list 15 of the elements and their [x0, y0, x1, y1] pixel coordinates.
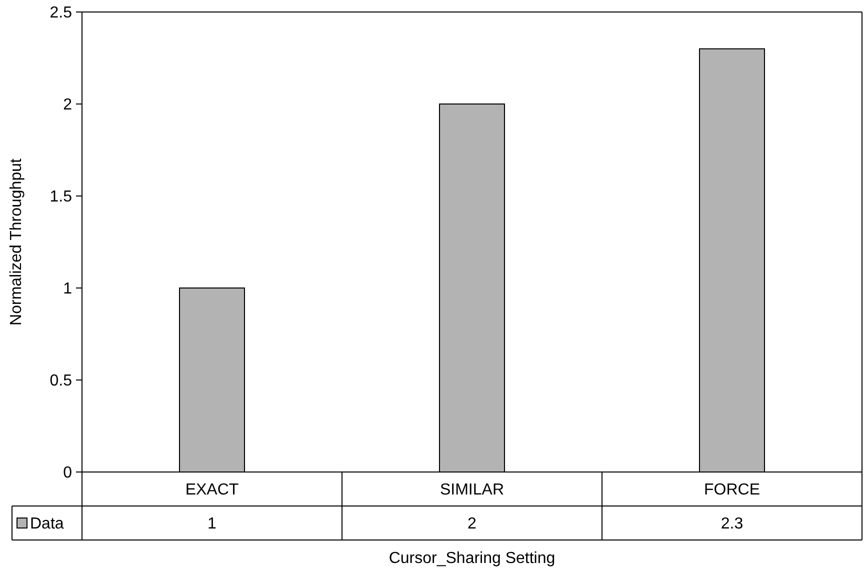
x-tick-label: EXACT: [185, 482, 239, 499]
x-axis-title: Cursor_Sharing Setting: [388, 550, 556, 567]
y-tick-label: 0.5: [50, 372, 72, 390]
y-axis-title: Normalized Throughput: [8, 158, 25, 326]
x-tick-label: SIMILAR: [440, 482, 504, 499]
y-tick-label: 2.5: [50, 4, 72, 22]
y-tick-label: 0: [63, 464, 72, 482]
y-tick-label: 1.5: [50, 188, 72, 206]
legend-label: Data: [30, 516, 64, 533]
data-label: 1: [208, 516, 217, 533]
data-label: 2.3: [720, 516, 744, 533]
y-tick-label: 2: [63, 96, 72, 114]
y-tick-label: 1: [63, 280, 72, 298]
data-label: 2: [468, 516, 477, 533]
x-tick-label: FORCE: [704, 482, 760, 499]
